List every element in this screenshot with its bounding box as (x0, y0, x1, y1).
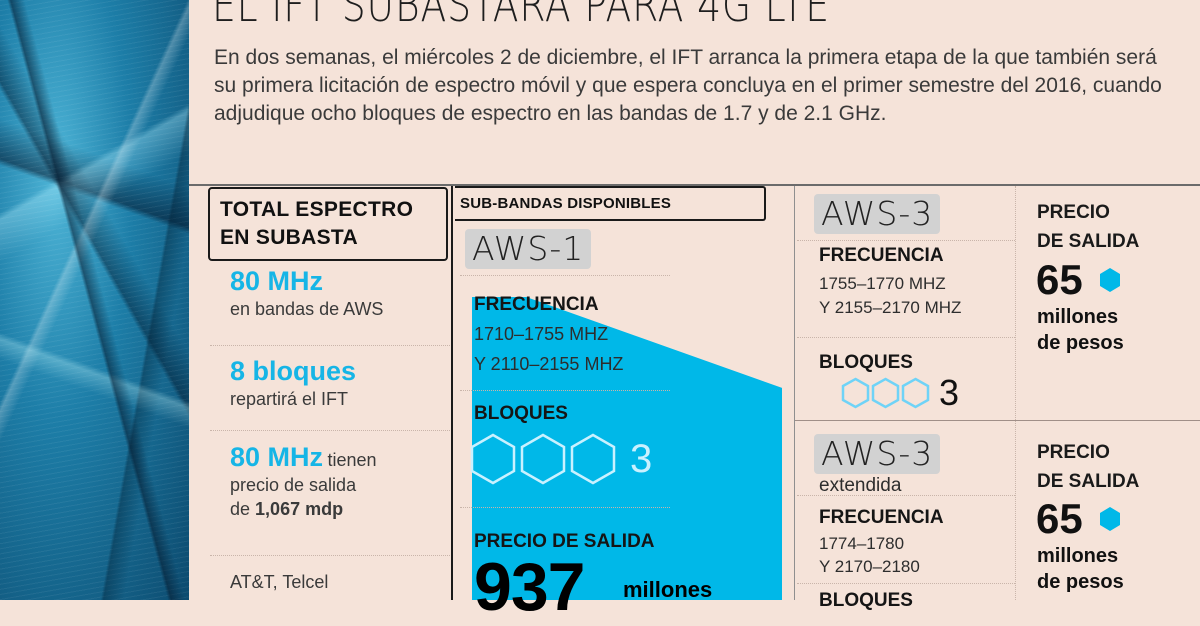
aws3ext-price-unit-2: de pesos (1037, 571, 1124, 593)
divider (189, 184, 1200, 186)
hexagon-icon (570, 433, 616, 485)
aws1-freq-2: Y 2110–2155 MHZ (474, 354, 624, 374)
hexagon-icon (841, 377, 870, 409)
aws1-freq-label: FRECUENCIA (474, 294, 599, 315)
divider (210, 430, 450, 431)
aws1-blocks-label: BLOQUES (474, 403, 568, 424)
aws1-blocks: 3 (470, 433, 652, 485)
aws1-freq-1: 1710–1755 MHZ (474, 324, 609, 344)
stat-price: 80 MHz tienen precio de salida de 1,067 … (230, 442, 377, 519)
hexagon-icon (901, 377, 930, 409)
header-photo (0, 0, 189, 600)
divider (210, 555, 450, 556)
aws3ext-tag: AWS-3 (814, 434, 941, 474)
hexagon-icon (1099, 268, 1120, 292)
aws3ext-price-label-1: PRECIO (1037, 442, 1110, 463)
aws3ext-freq-label: FRECUENCIA (819, 507, 944, 528)
hexagon-icon (520, 433, 566, 485)
divider (460, 390, 670, 391)
divider (797, 583, 1015, 584)
divider (451, 186, 453, 600)
stat-operators: AT&T, Telcel (230, 572, 329, 592)
aws1-tag: AWS-1 (465, 229, 592, 269)
aws3-freq-1: 1755–1770 MHZ (819, 274, 946, 293)
hexagon-icon (871, 377, 900, 409)
aws3-blocks-label: BLOQUES (819, 352, 913, 373)
aws1-price-unit: millones (623, 577, 713, 602)
stat-total-mhz: 80 MHz en bandas de AWS (230, 266, 384, 319)
aws3ext-subtitle: extendida (819, 475, 902, 496)
aws1-price-label: PRECIO DE SALIDA (474, 531, 655, 552)
aws3ext-freq-2: Y 2170–2180 (819, 557, 920, 576)
divider (795, 420, 1200, 421)
subbands-header: SUB-BANDAS DISPONIBLES (455, 186, 766, 221)
stat-blocks: 8 bloques repartirá el IFT (230, 356, 357, 409)
aws3-price-unit-2: de pesos (1037, 332, 1124, 354)
aws3-freq-label: FRECUENCIA (819, 245, 944, 266)
aws3-freq-2: Y 2155–2170 MHZ (819, 298, 962, 317)
divider (460, 507, 670, 508)
lead-paragraph: En dos semanas, el miércoles 2 de diciem… (214, 46, 1162, 125)
aws3-tag: AWS-3 (814, 194, 941, 234)
divider (794, 186, 795, 600)
aws3-blocks: 3 (841, 372, 959, 414)
aws3ext-blocks-label: BLOQUES (819, 590, 913, 611)
aws3ext-price-unit-1: millones (1037, 545, 1119, 567)
divider (797, 495, 1015, 496)
divider (1015, 186, 1016, 600)
divider (460, 275, 670, 276)
aws3-price-unit-1: millones (1037, 306, 1119, 328)
aws3ext-price-value: 65 (1036, 495, 1121, 543)
aws3ext-freq-1: 1774–1780 (819, 534, 905, 553)
hexagon-icon (470, 433, 516, 485)
divider (210, 345, 450, 346)
aws3-price-label-2: DE SALIDA (1037, 231, 1140, 252)
aws3-price-value: 65 (1036, 256, 1121, 304)
divider (797, 240, 1015, 241)
divider (797, 337, 1015, 338)
aws3-price-label-1: PRECIO (1037, 202, 1110, 223)
page-title: EL IFT SUBASTARÁ PARA 4G LTE (212, 0, 830, 32)
aws3ext-price-label-2: DE SALIDA (1037, 471, 1140, 492)
total-spectrum-header: TOTAL ESPECTRO EN SUBASTA (208, 187, 448, 261)
hexagon-icon (1099, 507, 1120, 531)
aws1-price-value: 937 (474, 549, 585, 625)
